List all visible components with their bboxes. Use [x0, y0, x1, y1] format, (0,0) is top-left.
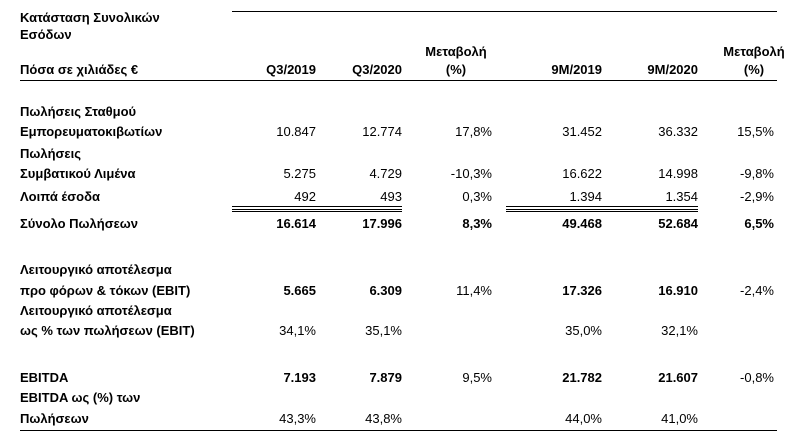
table-title-line3: Πόσα σε χιλιάδες €	[20, 62, 139, 77]
cell-9m-2020: 21.607	[658, 370, 698, 385]
col-header-9m-2019: 9M/2019	[551, 62, 602, 77]
table-bottom-rule	[20, 430, 777, 431]
cell-q3-2020: 6.309	[369, 283, 402, 298]
subtotal-rule-q3	[232, 206, 402, 207]
subtotal-rule-9m	[506, 209, 698, 210]
row-label-line1: EBITDA ως (%) των	[20, 390, 141, 405]
row-label-line2: προ φόρων & τόκων (EBIT)	[20, 283, 191, 298]
cell-q3-2019: 7.193	[283, 370, 316, 385]
col-header-9m-2020: 9M/2020	[647, 62, 698, 77]
cell-q3-2019: 5.665	[283, 283, 316, 298]
col-header-change-q-line1: Μεταβολή	[425, 44, 487, 59]
table-title-line1: Κατάσταση Συνολικών	[20, 10, 160, 25]
header-bottom-rule	[20, 80, 777, 81]
row-label-line2: Εμπορευματοκιβωτίων	[20, 124, 163, 139]
cell-9m-2019: 44,0%	[565, 411, 602, 426]
table-title-line2: Εσόδων	[20, 27, 72, 42]
cell-q3-2020: 17.996	[362, 216, 402, 231]
cell-q3-2020: 493	[380, 189, 402, 204]
cell-change-q: 11,4%	[456, 283, 492, 298]
cell-9m-2020: 1.354	[665, 189, 698, 204]
cell-change-q: 0,3%	[462, 189, 492, 204]
col-header-change-9m-line2: (%)	[743, 62, 765, 77]
row-label-line1: Λειτουργικό αποτέλεσμα	[20, 262, 172, 277]
col-header-change-9m-line1: Μεταβολή	[723, 44, 785, 59]
cell-q3-2019: 492	[294, 189, 316, 204]
subtotal-rule-q3	[232, 209, 402, 210]
cell-9m-2020: 52.684	[658, 216, 698, 231]
cell-q3-2019: 43,3%	[279, 411, 316, 426]
row-label-line2: Πωλήσεων	[20, 411, 89, 426]
cell-9m-2020: 32,1%	[661, 323, 698, 338]
cell-change-q: 17,8%	[455, 124, 492, 139]
row-label-line1: Λειτουργικό αποτέλεσμα	[20, 303, 172, 318]
subtotal-rule-9m	[506, 206, 698, 207]
cell-change-9m: -9,8%	[740, 166, 774, 181]
cell-q3-2020: 43,8%	[365, 411, 402, 426]
cell-9m-2020: 14.998	[658, 166, 698, 181]
cell-9m-2019: 35,0%	[565, 323, 602, 338]
row-label-line1: Λοιπά έσοδα	[20, 189, 100, 204]
cell-q3-2019: 10.847	[276, 124, 316, 139]
cell-9m-2019: 1.394	[569, 189, 602, 204]
cell-9m-2020: 36.332	[658, 124, 698, 139]
cell-change-q: 8,3%	[462, 216, 492, 231]
cell-change-9m: -0,8%	[740, 370, 774, 385]
cell-change-9m: 6,5%	[744, 216, 774, 231]
cell-change-9m: 15,5%	[737, 124, 774, 139]
cell-change-9m: -2,4%	[740, 283, 774, 298]
cell-change-q: 9,5%	[462, 370, 492, 385]
cell-9m-2020: 16.910	[658, 283, 698, 298]
cell-9m-2019: 16.622	[562, 166, 602, 181]
cell-9m-2019: 17.326	[562, 283, 602, 298]
subtotal-rule-9m	[506, 211, 698, 212]
row-label-line1: EBITDA	[20, 370, 69, 385]
cell-9m-2019: 21.782	[562, 370, 602, 385]
cell-q3-2019: 5.275	[283, 166, 316, 181]
cell-9m-2019: 31.452	[562, 124, 602, 139]
row-label-line2: Συμβατικού Λιμένα	[20, 166, 136, 181]
col-header-q3-2019: Q3/2019	[266, 62, 316, 77]
cell-q3-2020: 12.774	[362, 124, 402, 139]
row-label-line1: Πωλήσεις	[20, 146, 81, 161]
cell-q3-2019: 16.614	[276, 216, 316, 231]
cell-q3-2020: 4.729	[369, 166, 402, 181]
header-top-rule	[232, 11, 777, 12]
cell-change-q: -10,3%	[450, 166, 492, 181]
cell-change-9m: -2,9%	[740, 189, 774, 204]
col-header-change-q-line2: (%)	[445, 62, 467, 77]
cell-q3-2020: 7.879	[369, 370, 402, 385]
cell-q3-2020: 35,1%	[365, 323, 402, 338]
subtotal-rule-q3	[232, 211, 402, 212]
row-label-line2: ως % των πωλήσεων (EBIT)	[20, 323, 195, 338]
row-label-line1: Πωλήσεις Σταθμού	[20, 104, 137, 119]
col-header-q3-2020: Q3/2020	[352, 62, 402, 77]
row-label-line1: Σύνολο Πωλήσεων	[20, 216, 138, 231]
cell-q3-2019: 34,1%	[279, 323, 316, 338]
cell-9m-2020: 41,0%	[661, 411, 698, 426]
cell-9m-2019: 49.468	[562, 216, 602, 231]
